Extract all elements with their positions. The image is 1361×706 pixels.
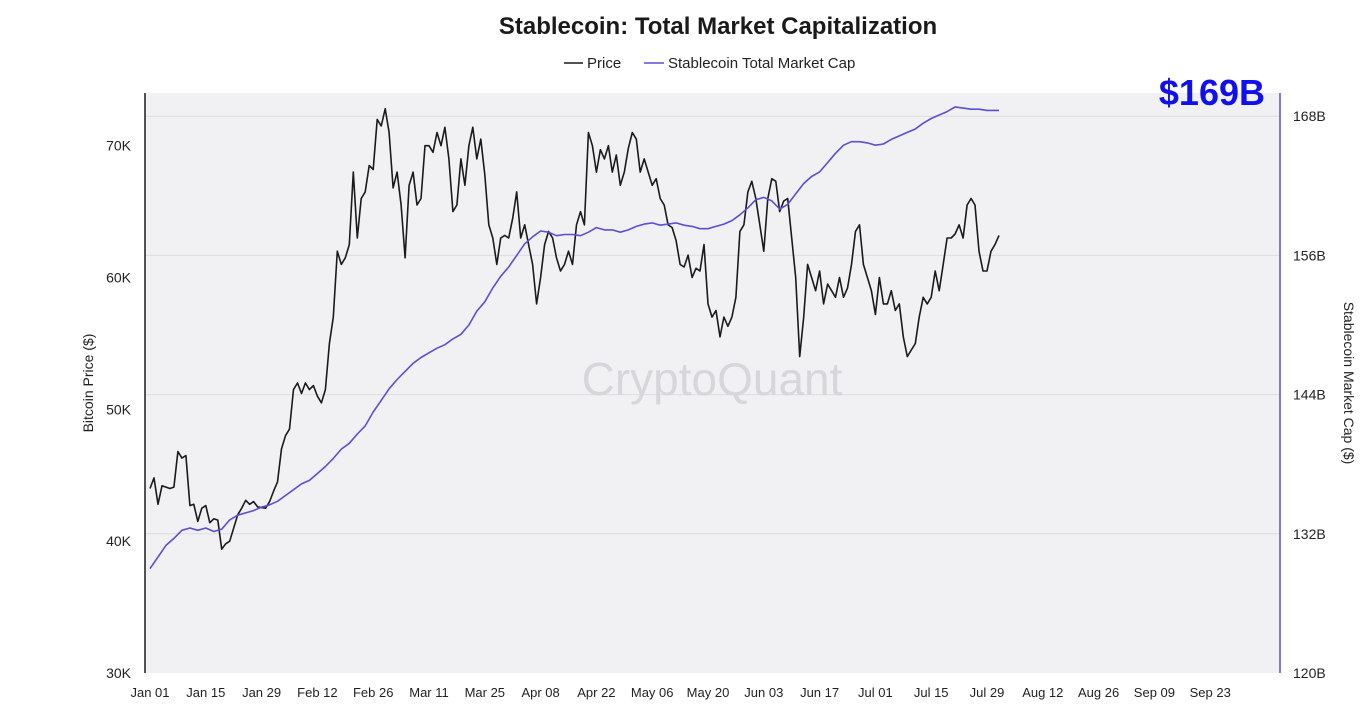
x-tick-label: Sep 09 bbox=[1134, 685, 1175, 700]
plot-area bbox=[145, 93, 1280, 673]
x-tick-label: May 20 bbox=[687, 685, 730, 700]
right-axis-ticks: 120B 132B 144B 156B 168B bbox=[1293, 108, 1326, 681]
x-tick-label: May 06 bbox=[631, 685, 674, 700]
watermark: CryptoQuant bbox=[582, 353, 843, 405]
x-tick-label: Aug 12 bbox=[1022, 685, 1063, 700]
x-tick-label: Jan 29 bbox=[242, 685, 281, 700]
left-axis-ticks: 30K 40K 50K 60K 70K bbox=[106, 138, 132, 681]
x-tick-label: Jul 01 bbox=[858, 685, 893, 700]
right-tick-label: 168B bbox=[1293, 108, 1326, 124]
legend-stablecoin-label[interactable]: Stablecoin Total Market Cap bbox=[668, 55, 855, 72]
x-tick-label: Mar 25 bbox=[465, 685, 505, 700]
right-tick-label: 132B bbox=[1293, 526, 1326, 542]
x-tick-label: Jun 03 bbox=[744, 685, 783, 700]
x-axis-ticks: Jan 01 Jan 15 Jan 29 Feb 12 Feb 26 Mar 11 Mar … bbox=[130, 685, 1230, 700]
x-tick-label: Aug 26 bbox=[1078, 685, 1119, 700]
x-tick-label: Sep 23 bbox=[1190, 685, 1231, 700]
right-axis-label: Stablecoin Market Cap ($) bbox=[1341, 302, 1357, 465]
x-tick-label: Apr 22 bbox=[577, 685, 615, 700]
stablecoin-market-cap-line bbox=[149, 106, 999, 570]
x-tick-label: Jul 29 bbox=[970, 685, 1005, 700]
x-tick-label: Feb 26 bbox=[353, 685, 393, 700]
x-tick-label: Jan 15 bbox=[186, 685, 225, 700]
x-tick-label: Jun 17 bbox=[800, 685, 839, 700]
chart-title: Stablecoin: Total Market Capitalization bbox=[499, 13, 937, 40]
x-tick-label: Jul 15 bbox=[914, 685, 949, 700]
left-tick-label: 60K bbox=[106, 270, 132, 286]
x-tick-label: Mar 11 bbox=[409, 685, 449, 700]
left-tick-label: 30K bbox=[106, 665, 132, 681]
left-tick-label: 40K bbox=[106, 533, 132, 549]
right-tick-label: 120B bbox=[1293, 665, 1326, 681]
right-tick-label: 156B bbox=[1293, 247, 1326, 263]
right-tick-label: 144B bbox=[1293, 387, 1326, 403]
left-axis-label: Bitcoin Price ($) bbox=[80, 334, 96, 433]
left-tick-label: 50K bbox=[106, 401, 132, 417]
bitcoin-price-line bbox=[149, 108, 1000, 550]
callout-value: $169B bbox=[1159, 72, 1265, 113]
legend: Price Stablecoin Total Market Cap bbox=[564, 55, 855, 72]
x-tick-label: Apr 08 bbox=[521, 685, 559, 700]
x-tick-label: Jan 01 bbox=[130, 685, 169, 700]
left-tick-label: 70K bbox=[106, 138, 132, 154]
gridlines bbox=[145, 115, 1280, 535]
legend-price-label[interactable]: Price bbox=[587, 55, 621, 72]
series-layer bbox=[149, 106, 1000, 570]
x-tick-label: Feb 12 bbox=[297, 685, 337, 700]
